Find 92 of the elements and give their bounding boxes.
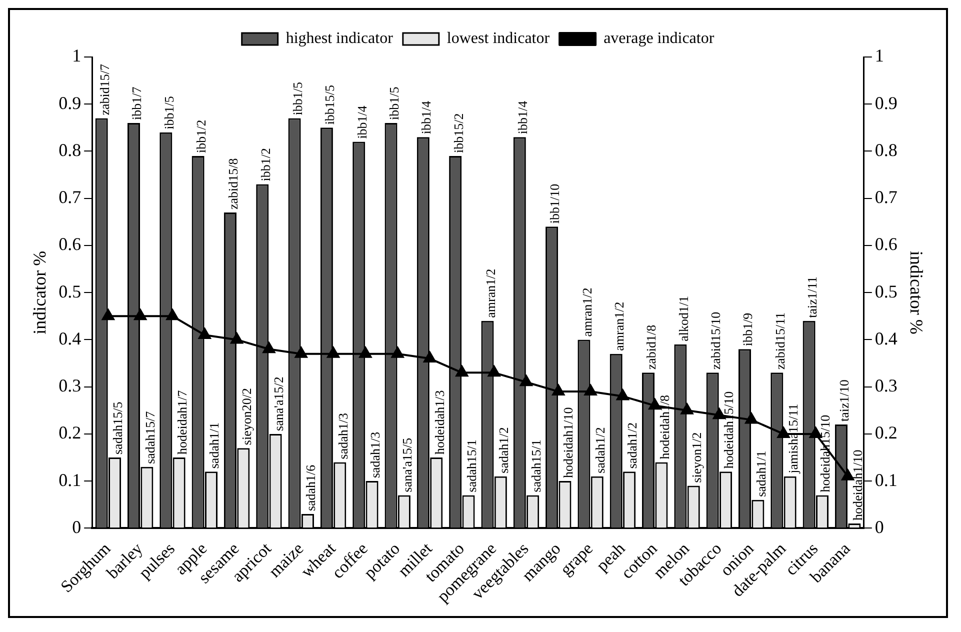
- point: [327, 346, 340, 358]
- y-tick-label: 0.4: [58, 328, 82, 348]
- data-label: sieyon20/2: [238, 388, 254, 446]
- data-label: zabid15/8: [226, 158, 241, 210]
- data-label: ibb1/5: [290, 82, 305, 116]
- data-label: ibb15/2: [450, 113, 466, 153]
- data-label: hodeidah15/10: [818, 414, 833, 492]
- point: [456, 366, 468, 377]
- data-label: sadah1/6: [303, 464, 318, 512]
- data-label: ibb1/4: [515, 100, 530, 134]
- data-label: ibb1/4: [354, 105, 370, 139]
- legend-label: lowest indicator: [446, 30, 550, 48]
- data-label: hodeidah1/8: [656, 394, 672, 460]
- point: [391, 346, 404, 358]
- data-label: zabid15/10: [708, 312, 724, 370]
- y2-tick-label: 0.3: [874, 376, 898, 396]
- point: [552, 384, 565, 396]
- y-tick-label: 0: [72, 516, 82, 537]
- data-label: sana'a15/2: [270, 376, 286, 431]
- y-axis-title: indicator %: [30, 250, 50, 334]
- y2-tick-label: 0.1: [874, 470, 898, 490]
- y-tick-label: 0.1: [58, 470, 82, 490]
- data-label: zabid15/7: [97, 63, 112, 116]
- data-label: taiz1/10: [836, 380, 852, 422]
- data-label: sadah1/3: [367, 432, 382, 478]
- y2-tick-label: 1: [874, 46, 884, 66]
- data-label: sadah1/1: [753, 450, 768, 497]
- y-tick-label: 0.2: [58, 422, 82, 443]
- data-label: sadah1/2: [592, 427, 608, 474]
- y2-tick-label: 0.5: [874, 281, 898, 302]
- y2-axis-title: indicator %: [906, 250, 926, 334]
- data-label: ibb1/2: [193, 120, 208, 153]
- point: [616, 389, 629, 400]
- data-label: ibb1/5: [161, 96, 176, 130]
- data-label: hodeidah1/10: [560, 407, 576, 478]
- data-label: ibb1/2: [258, 148, 273, 182]
- data-label: ibb1/10: [547, 184, 562, 224]
- point: [584, 384, 597, 396]
- data-label: amran1/2: [579, 288, 594, 337]
- data-label: alkod1/1: [676, 296, 691, 342]
- y2-tick-label: 0.2: [874, 422, 898, 443]
- data-label: amran1/2: [482, 268, 498, 318]
- data-label: ibb15/5: [322, 84, 338, 125]
- point: [520, 375, 532, 386]
- y-tick-label: 0.3: [58, 376, 82, 396]
- y2-tick-label: 0.7: [874, 187, 898, 208]
- data-label: zabid1/8: [644, 324, 659, 370]
- y2-tick-label: 0: [874, 516, 884, 537]
- y-tick-label: 0.7: [58, 187, 82, 208]
- point: [680, 403, 694, 414]
- y2-tick-label: 0.9: [874, 92, 898, 113]
- point: [745, 412, 758, 424]
- data-label: zabid15/11: [772, 312, 788, 370]
- point: [488, 366, 500, 377]
- y-tick-label: 0.9: [58, 92, 82, 113]
- data-label: hodeidah1/10: [850, 450, 865, 520]
- point: [359, 346, 372, 358]
- data-label: ibb1/9: [740, 312, 756, 346]
- point: [294, 346, 308, 358]
- data-label: sadah1/3: [335, 412, 350, 460]
- y2-tick-label: 0.8: [874, 140, 898, 160]
- data-label: sadah1/1: [206, 422, 222, 469]
- data-label: sadah15/7: [142, 410, 158, 464]
- data-label: sadah1/2: [496, 427, 512, 474]
- data-label: ibb1/5: [386, 86, 402, 120]
- data-label: sadah15/1: [464, 439, 479, 492]
- y-tick-label: 0.8: [58, 140, 82, 160]
- data-label: sadah15/1: [528, 439, 544, 492]
- y-tick-label: 1: [72, 46, 82, 66]
- y2-tick-label: 0.6: [874, 234, 898, 254]
- data-label: taiz1/11: [804, 276, 820, 318]
- y-tick-label: 0.6: [58, 234, 82, 254]
- data-label: sadah15/5: [110, 402, 126, 454]
- data-label: ibb1/4: [418, 100, 434, 134]
- point: [134, 309, 147, 320]
- y-tick-label: 0.5: [58, 281, 82, 302]
- point: [230, 332, 244, 344]
- data-label: amran1/2: [612, 302, 627, 351]
- data-label: sadah1/2: [624, 422, 640, 469]
- data-label: sana'a15/5: [400, 438, 415, 492]
- data-label: ibb1/7: [129, 86, 144, 120]
- data-label: hodeidah1/3: [432, 390, 447, 454]
- legend-label: highest indicator: [286, 30, 394, 48]
- data-label: hodeidah1/7: [174, 390, 190, 454]
- point: [424, 352, 436, 363]
- point: [262, 342, 276, 354]
- point: [198, 328, 211, 339]
- y2-tick-label: 0.4: [874, 328, 898, 348]
- data-label: sieyon1/2: [689, 432, 704, 483]
- point: [102, 309, 114, 320]
- legend-label: average indicator: [604, 30, 715, 48]
- point: [166, 309, 179, 320]
